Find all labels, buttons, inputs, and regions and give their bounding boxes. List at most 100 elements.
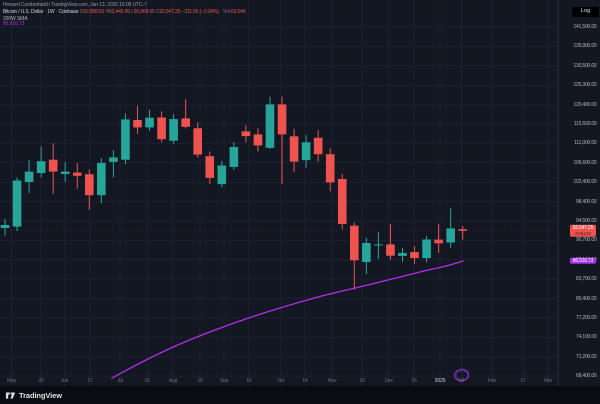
price-scale-label: 130,500.00 <box>573 62 597 69</box>
price-scale-mode-toggle[interactable]: Log <box>572 7 599 17</box>
candle-body[interactable] <box>241 131 251 137</box>
price-scale-label: 135,900.00 <box>573 43 597 50</box>
candle-body[interactable] <box>301 142 311 161</box>
time-scale-label: Nov <box>327 377 337 384</box>
time-scale-label: Oct <box>277 377 285 384</box>
candle-body[interactable] <box>12 180 22 227</box>
candle-body[interactable] <box>72 172 82 176</box>
candle-body[interactable] <box>97 162 106 196</box>
volume-value: 63.54K <box>230 9 246 15</box>
price-scale-label: 90,700.00 <box>576 237 597 244</box>
candle-body[interactable] <box>85 174 94 196</box>
candle-body[interactable] <box>193 128 203 155</box>
tradingview-wordmark[interactable]: TradingView <box>19 390 62 400</box>
candle-body[interactable] <box>205 156 215 178</box>
exchange-label: Coinbase <box>58 9 79 15</box>
price-scale-label: 68,400.00 <box>576 373 597 380</box>
candle-body[interactable] <box>60 171 70 175</box>
footer-bar: TradingView <box>0 386 600 404</box>
tradingview-logo-icon[interactable] <box>5 390 16 401</box>
candle-body[interactable] <box>362 242 371 262</box>
ohlc-value: 92,547.25 <box>159 9 181 15</box>
time-scale-label: Jul <box>117 377 123 384</box>
candle-body[interactable] <box>265 104 275 148</box>
candle-body[interactable] <box>145 117 154 128</box>
price-scale-label: 94,500.00 <box>576 218 597 224</box>
candle-body[interactable] <box>24 171 34 182</box>
price-scale-label: 102,400.00 <box>573 179 597 186</box>
candle-body[interactable] <box>434 239 443 244</box>
candle-body[interactable] <box>289 136 299 162</box>
candle-body[interactable] <box>157 117 166 140</box>
interval-label: 1W <box>47 9 55 15</box>
candle-body[interactable] <box>410 252 419 259</box>
indicator-legend[interactable]: 200W SMA <box>3 15 28 22</box>
time-scale-label-year: 2025 <box>434 377 446 384</box>
change-value: −311.56 (−0.34%) <box>181 9 219 15</box>
time-scale-label: Mar <box>543 377 553 384</box>
ohlc-value: 90,868.65 <box>133 9 155 15</box>
time-scale-label: 17 <box>87 377 93 384</box>
time-scale[interactable]: May 20 Jun 17 Jul 15 Aug 19 Sep 16 Oct 14 Nov 18 Dec 16… <box>0 0 558 386</box>
price-scale-label: 141,500.00 <box>573 24 597 30</box>
time-scale-label: 14 <box>302 377 308 384</box>
time-scale-label: 16 <box>411 377 417 384</box>
volume-label: Vol <box>223 9 230 15</box>
ohlc-label: C <box>154 9 160 15</box>
price-scale-label: 115,600.00 <box>573 121 597 127</box>
ohlc-label: O <box>79 9 84 15</box>
candle-body[interactable] <box>398 252 407 256</box>
candle-body[interactable] <box>386 244 395 256</box>
price-scale-label: 80,400.00 <box>576 295 597 302</box>
drawn-circle-annotation-stroke2 <box>455 370 469 381</box>
symbol-legend[interactable]: Bitcoin / U.S. Dollar · 1W · Coinbase O9… <box>3 9 246 15</box>
candle-body[interactable] <box>374 244 383 246</box>
candle-body[interactable] <box>48 159 58 172</box>
last-price-badge: 92,547.25 23:51:52 <box>570 224 596 237</box>
candle-body[interactable] <box>36 161 46 174</box>
time-scale-label: 16 <box>246 377 252 384</box>
candle-body[interactable] <box>277 104 287 135</box>
price-scale-label: 111,000.00 <box>574 140 597 147</box>
snapshot-attribution: Howard Cumberbatch TradingView.com, Jan … <box>3 1 147 8</box>
candle-body[interactable] <box>0 224 10 228</box>
time-scale-label: 15 <box>144 377 150 384</box>
ohlc-label: L <box>129 9 134 15</box>
ma-badge-value: 86,916.73 <box>572 257 594 264</box>
last-price-value: 92,547.25 <box>572 224 594 231</box>
candle-body[interactable] <box>229 147 239 168</box>
candle-body[interactable] <box>169 119 178 141</box>
candle-body[interactable] <box>181 118 190 127</box>
ohlc-label: H <box>104 9 110 15</box>
ohlc-value: 93,440.95 <box>108 9 130 15</box>
price-scale-label: 106,600.00 <box>573 159 597 166</box>
time-scale-label: 19 <box>197 377 203 384</box>
candle-body[interactable] <box>458 229 468 231</box>
candle-body[interactable] <box>337 179 347 225</box>
bar-countdown: 23:51:52 <box>574 231 592 237</box>
candle-body[interactable] <box>313 137 323 155</box>
candle-body[interactable] <box>422 239 431 259</box>
ohlc-value: 92,858.81 <box>83 9 105 15</box>
symbol-title: Bitcoin / U.S. Dollar <box>3 9 44 15</box>
candle-body[interactable] <box>253 134 263 146</box>
candle-body[interactable] <box>350 225 359 261</box>
time-scale-label: 18 <box>359 377 365 384</box>
price-scale-label: 83,700.00 <box>576 276 597 283</box>
candle-body[interactable] <box>217 165 227 185</box>
candle-body[interactable] <box>325 154 335 183</box>
candle-body[interactable] <box>446 228 455 243</box>
candle-body[interactable] <box>133 119 142 128</box>
ma-value-badge: 86,916.73 <box>570 257 596 265</box>
ma-line[interactable] <box>111 260 464 379</box>
candle-body[interactable] <box>109 157 118 162</box>
price-scale-label: 125,300.00 <box>573 82 597 89</box>
time-scale-label: 17 <box>520 377 526 384</box>
candle-body[interactable] <box>121 119 130 160</box>
time-scale-label: Dec <box>384 377 394 384</box>
price-scale[interactable]: 141,500.00 135,900.00 130,500.00 125,300.00… <box>558 0 600 386</box>
price-scale-label: 120,400.00 <box>573 101 597 108</box>
indicator-value: 86,916.73 <box>3 20 25 27</box>
